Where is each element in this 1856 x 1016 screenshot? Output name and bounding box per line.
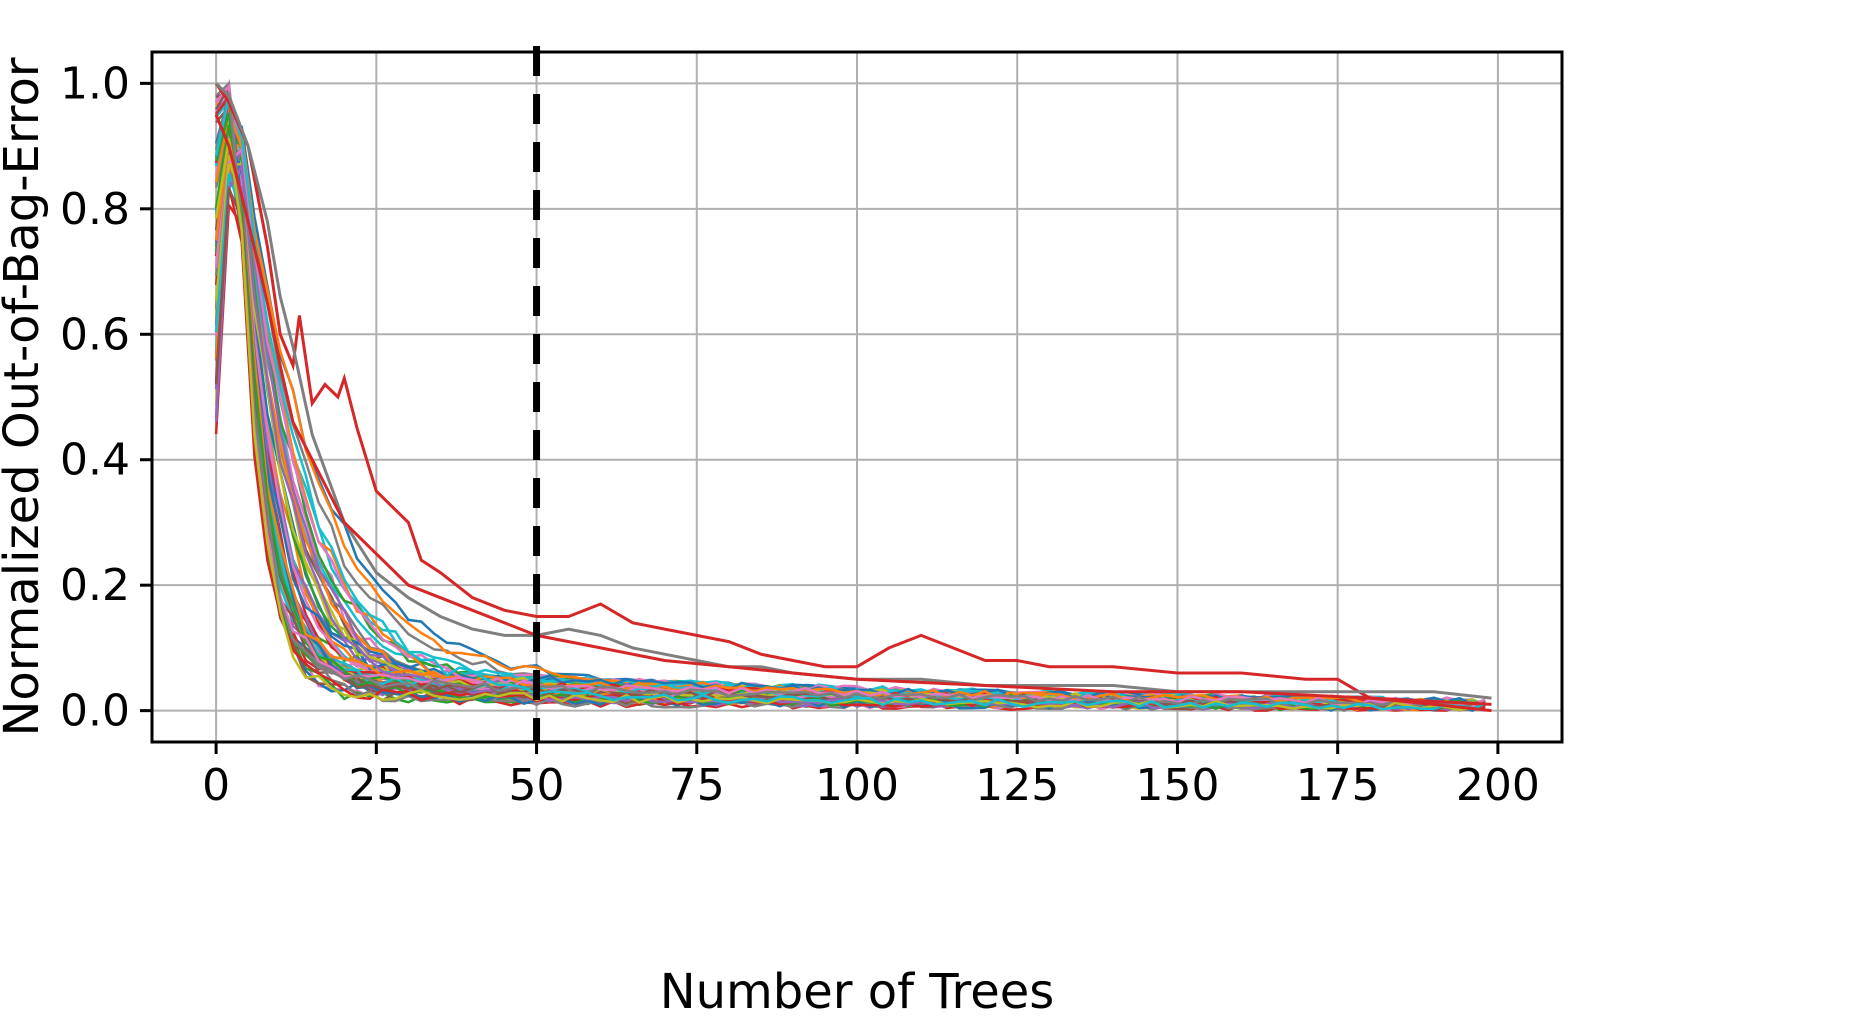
series-line [215,80,1486,708]
series-line-highlight [215,82,1492,700]
series-line [214,162,1486,706]
y-tick-label: 0.8 [60,184,130,235]
series-line-highlight [214,114,1492,706]
x-axis-label: Number of Trees [660,964,1055,1016]
series-line [216,102,1486,706]
x-tick-label: 125 [975,760,1059,811]
series-line [214,187,1486,709]
y-tick-label: 1.0 [60,58,130,109]
y-tick-label: 0.0 [60,686,130,737]
y-tick-label: 0.2 [60,560,130,611]
series-line [215,93,1486,708]
x-tick-label: 0 [202,760,230,811]
series-line [214,161,1486,710]
axis-ticks: 0 25 50 75 100 125 150 175 200 0.0 0.2 0.4 0.6 0.8 1.0 [60,58,1540,811]
series-line-highlight [214,82,1492,713]
x-tick-label: 200 [1456,760,1540,811]
series-line [215,83,1486,708]
series-line [214,147,1486,712]
series-line [214,146,1486,709]
series-line [214,95,1486,706]
series-line [214,162,1486,708]
y-tick-label: 0.4 [60,435,130,486]
series-line [215,97,1486,706]
x-tick-label: 150 [1135,760,1219,811]
series-line [214,159,1486,712]
series-line [214,139,1486,712]
series-line [214,151,1486,709]
series-line [214,156,1473,708]
series-line [214,138,1473,712]
series-line [214,107,1486,705]
series-line [214,93,1486,711]
x-tick-label: 25 [348,760,404,811]
x-tick-label: 100 [815,760,899,811]
y-axis-label: Normalized Out-of-Bag-Error [0,57,50,736]
series-line [214,92,1473,709]
x-tick-label: 50 [509,760,565,811]
x-tick-label: 75 [669,760,725,811]
series-line [214,132,1473,706]
series-line [214,109,1473,708]
series-line [214,173,1486,709]
series-line [214,78,1473,705]
y-tick-label: 0.6 [60,309,130,360]
series-line [215,89,1473,712]
series-line [214,125,1473,706]
series-line [214,106,1486,712]
series-lines [214,78,1492,713]
series-line [215,90,1486,708]
grid-lines [152,52,1562,742]
x-tick-label: 175 [1296,760,1380,811]
